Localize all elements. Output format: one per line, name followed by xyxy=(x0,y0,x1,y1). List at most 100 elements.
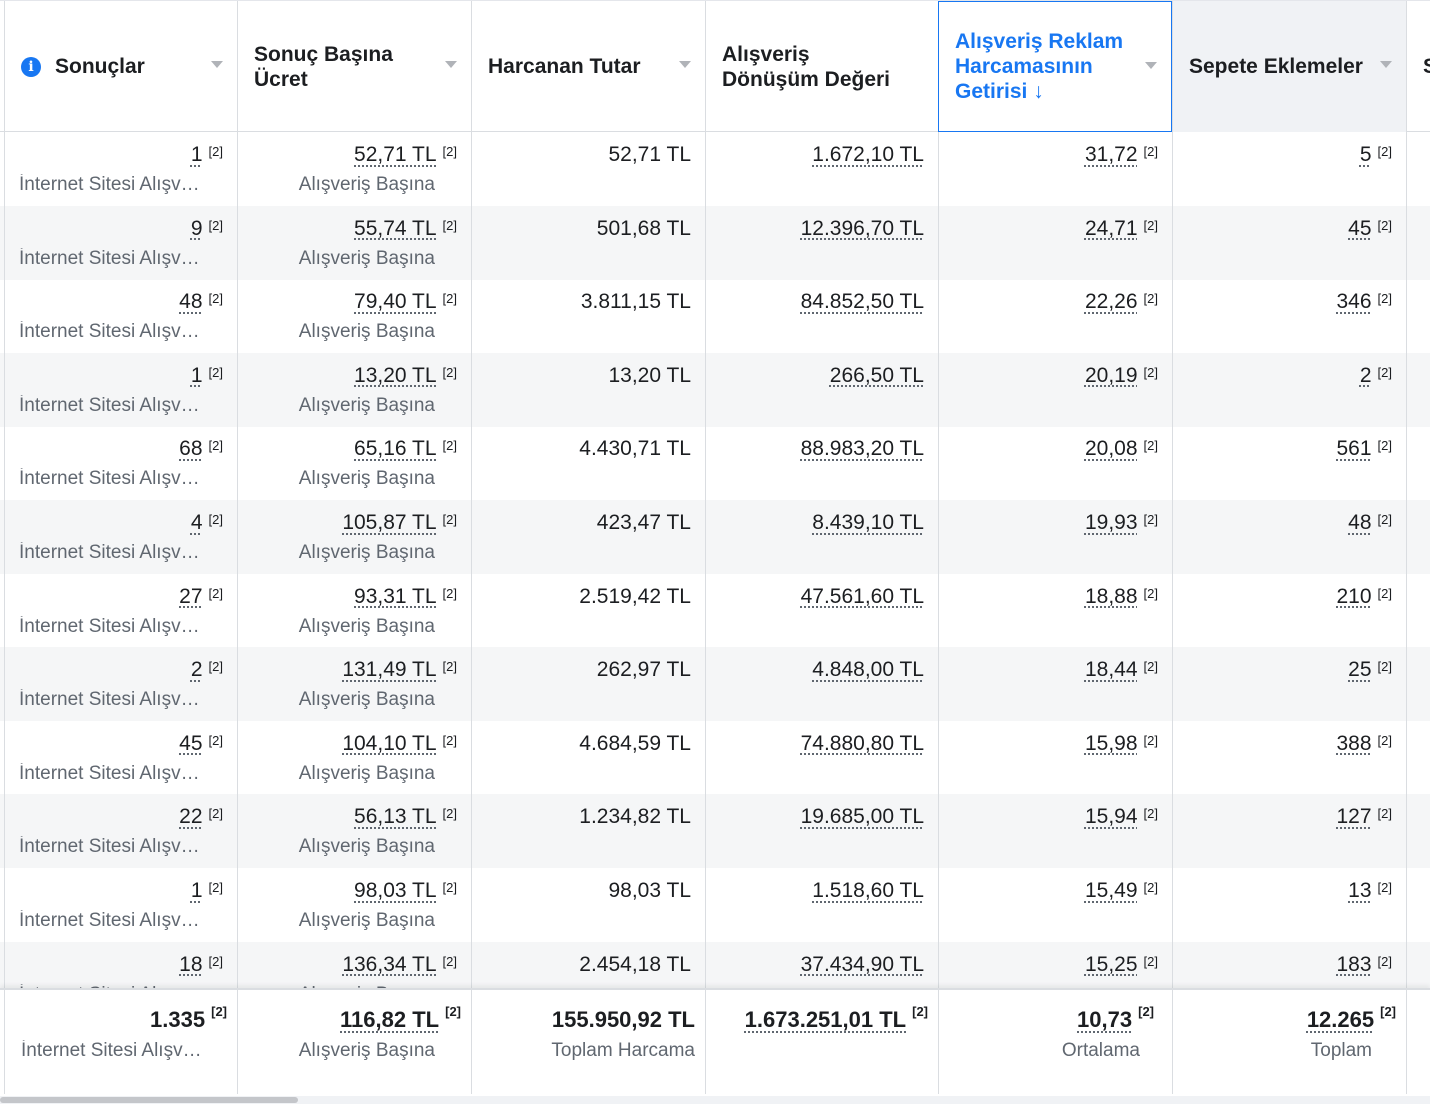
results-value[interactable]: 45 [2] xyxy=(179,731,223,755)
chevron-down-icon[interactable] xyxy=(211,61,223,68)
adds-to-cart-value[interactable]: 210 [2] xyxy=(1336,584,1392,608)
adds-to-cart-value[interactable]: 48 [2] xyxy=(1348,511,1392,534)
roas-cell: 31,72 [2] xyxy=(938,132,1172,206)
scrollbar-thumb[interactable] xyxy=(0,1097,298,1103)
table-row: 45 [2] İnternet Sitesi Alışveriş 104,10 TL[… xyxy=(0,720,1430,795)
adds-to-cart-value[interactable]: 13 [2] xyxy=(1348,879,1392,902)
roas-value[interactable]: 20,19 [2] xyxy=(1084,363,1158,387)
purchase-value-value[interactable]: 1.672,10 TL xyxy=(812,143,924,166)
results-cell: 4 [2] İnternet Sitesi Alışveriş xyxy=(4,500,237,574)
cost-per-result-value[interactable]: 65,16 TL [2] xyxy=(354,437,457,461)
info-icon[interactable]: i xyxy=(21,56,41,77)
total-adds-to-cart-value[interactable]: 12.265 [2] xyxy=(1306,1004,1396,1032)
adds-to-cart-value[interactable]: 561 [2] xyxy=(1336,437,1392,461)
purchase-value-value[interactable]: 4.848,00 TL xyxy=(812,658,924,682)
adds-to-cart-value[interactable]: 45 [2] xyxy=(1348,216,1392,240)
amount-spent-cell: 98,03 TL xyxy=(471,868,705,942)
adds-to-cart-value[interactable]: 388 [2] xyxy=(1336,731,1392,755)
roas-value[interactable]: 22,26 [2] xyxy=(1084,290,1158,314)
roas-value[interactable]: 24,71 [2] xyxy=(1084,216,1158,240)
horizontal-scrollbar[interactable] xyxy=(0,1096,1430,1104)
results-value[interactable]: 22 [2] xyxy=(179,805,223,829)
column-header-purchase-value[interactable]: Alışveriş Dönüşüm Değeri xyxy=(705,1,938,132)
results-subtitle: İnternet Sitesi Alışveriş xyxy=(19,615,209,637)
roas-cell: 18,88 [2] xyxy=(938,573,1172,648)
column-header-results[interactable]: i Sonuçlar xyxy=(4,1,237,132)
total-purchase-value-value[interactable]: 1.673.251,01 TL [2] xyxy=(744,1004,928,1032)
column-header-cost-per-result[interactable]: Sonuç Başına Ücret xyxy=(237,1,471,132)
purchase-value-value[interactable]: 84.852,50 TL xyxy=(800,290,924,314)
adds-to-cart-value[interactable]: 2 [2] xyxy=(1359,363,1392,387)
roas-cell: 24,71 [2] xyxy=(938,205,1172,280)
cost-per-result-value[interactable]: 55,74 TL [2] xyxy=(354,216,457,240)
column-header-amount-spent[interactable]: Harcanan Tutar xyxy=(471,1,705,132)
cost-per-result-value[interactable]: 131,49 TL [2] xyxy=(342,658,457,682)
amount-spent-cell: 2.519,42 TL xyxy=(471,573,705,648)
results-value[interactable]: 4 [2] xyxy=(190,511,223,534)
purchase-value-value[interactable]: 37.434,90 TL xyxy=(800,952,924,976)
chevron-down-icon[interactable] xyxy=(679,61,691,68)
chevron-down-icon[interactable] xyxy=(445,61,457,68)
cost-per-result-value[interactable]: 136,34 TL [2] xyxy=(342,952,457,976)
results-value[interactable]: 68 [2] xyxy=(179,437,223,461)
amount-spent-cell: 4.684,59 TL xyxy=(471,720,705,795)
purchase-value-value[interactable]: 12.396,70 TL xyxy=(800,216,924,240)
cost-per-result-value[interactable]: 13,20 TL [2] xyxy=(354,363,457,387)
results-value[interactable]: 48 [2] xyxy=(179,290,223,314)
roas-value[interactable]: 15,94 [2] xyxy=(1084,805,1158,829)
cost-per-result-value[interactable]: 104,10 TL [2] xyxy=(342,731,457,755)
cost-per-result-subtitle: Alışveriş Başına xyxy=(298,615,435,637)
table-row: 1 [2] İnternet Sitesi Alışveriş 13,20 TL [2]… xyxy=(0,352,1430,427)
column-header-next[interactable]: S xyxy=(1406,1,1430,132)
total-results-subtitle: İnternet Sitesi Alışveriş xyxy=(21,1040,211,1061)
cost-per-result-value[interactable]: 98,03 TL [2] xyxy=(354,879,457,902)
roas-value[interactable]: 15,49 [2] xyxy=(1084,879,1158,902)
roas-value[interactable]: 15,25 [2] xyxy=(1084,952,1158,976)
chevron-down-icon[interactable] xyxy=(1145,62,1157,69)
roas-value[interactable]: 20,08 [2] xyxy=(1084,437,1158,461)
results-value[interactable]: 9 [2] xyxy=(190,216,223,240)
adds-to-cart-value[interactable]: 346 [2] xyxy=(1336,290,1392,314)
chevron-down-icon[interactable] xyxy=(1380,61,1392,68)
cost-per-result-cell: 105,87 TL [2] Alışveriş Başına xyxy=(237,500,471,574)
total-results-value[interactable]: 1.335 [2] xyxy=(150,1004,227,1032)
next-column-cell xyxy=(1406,647,1430,722)
purchase-value-value[interactable]: 1.518,60 TL xyxy=(812,879,924,902)
purchase-value-value[interactable]: 74.880,80 TL xyxy=(800,731,924,755)
purchase-value-value[interactable]: 266,50 TL xyxy=(829,363,924,387)
roas-value[interactable]: 31,72 [2] xyxy=(1084,143,1158,166)
total-roas-value[interactable]: 10,73 [2] xyxy=(1077,1004,1154,1032)
cost-per-result-value[interactable]: 56,13 TL [2] xyxy=(354,805,457,829)
cost-per-result-value[interactable]: 105,87 TL [2] xyxy=(342,511,457,534)
purchase-value-value[interactable]: 19.685,00 TL xyxy=(800,805,924,829)
adds-to-cart-value[interactable]: 127 [2] xyxy=(1336,805,1392,829)
adds-to-cart-value[interactable]: 5 [2] xyxy=(1359,143,1392,166)
results-value[interactable]: 18 [2] xyxy=(179,952,223,976)
cost-per-result-value[interactable]: 52,71 TL [2] xyxy=(354,143,457,166)
adds-to-cart-value[interactable]: 183 [2] xyxy=(1336,952,1392,976)
cost-per-result-value[interactable]: 79,40 TL [2] xyxy=(354,290,457,314)
column-header-roas[interactable]: Alışveriş Reklam Harcamasının Getirisi ↓ xyxy=(938,1,1172,132)
results-value[interactable]: 1 [2] xyxy=(190,363,223,387)
roas-value[interactable]: 15,98 [2] xyxy=(1084,731,1158,755)
amount-spent-value: 52,71 TL xyxy=(608,143,691,166)
purchase-value-value[interactable]: 88.983,20 TL xyxy=(800,437,924,461)
roas-cell: 20,19 [2] xyxy=(938,352,1172,427)
adds-to-cart-value[interactable]: 25 [2] xyxy=(1348,658,1392,682)
column-header-adds-to-cart[interactable]: Sepete Eklemeler xyxy=(1172,1,1406,132)
results-value[interactable]: 1 [2] xyxy=(190,143,223,166)
results-subtitle: İnternet Sitesi Alışveriş xyxy=(19,174,209,195)
purchase-value-cell: 12.396,70 TL xyxy=(705,205,938,280)
roas-value[interactable]: 18,44 [2] xyxy=(1084,658,1158,682)
results-value[interactable]: 27 [2] xyxy=(179,584,223,608)
purchase-value-value[interactable]: 47.561,60 TL xyxy=(800,584,924,608)
total-cost-per-result-value[interactable]: 116,82 TL [2] xyxy=(340,1004,461,1032)
cost-per-result-value[interactable]: 93,31 TL [2] xyxy=(354,584,457,608)
purchase-value-value[interactable]: 8.439,10 TL xyxy=(812,511,924,534)
roas-value[interactable]: 19,93 [2] xyxy=(1084,511,1158,534)
results-value[interactable]: 2 [2] xyxy=(190,658,223,682)
amount-spent-value: 1.234,82 TL xyxy=(579,805,691,829)
results-cell: 9 [2] İnternet Sitesi Alışveriş xyxy=(4,205,237,280)
results-value[interactable]: 1 [2] xyxy=(190,879,223,902)
roas-value[interactable]: 18,88 [2] xyxy=(1084,584,1158,608)
